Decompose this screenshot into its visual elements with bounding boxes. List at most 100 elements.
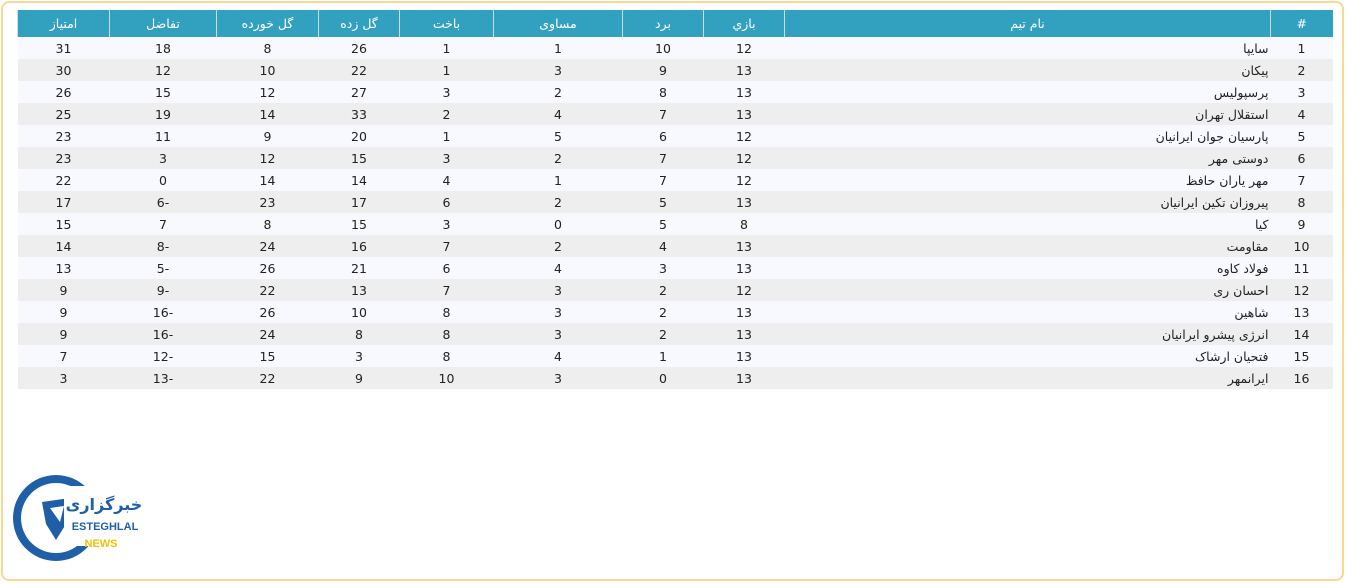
cell-rank: 16 <box>1270 367 1333 389</box>
cell-goal-diff: -8 <box>109 235 217 257</box>
esteghlal-news-logo: خبرگزاری ESTEGHLAL NEWS <box>13 475 150 561</box>
table-row: 1 سایپا 12 10 1 1 26 8 18 31 <box>17 37 1333 59</box>
cell-team: سایپا <box>784 37 1271 59</box>
table-row: 4 استقلال تهران 13 7 4 2 33 14 19 25 <box>17 103 1333 125</box>
logo-news-text: NEWS <box>85 538 118 550</box>
cell-won: 7 <box>622 147 704 169</box>
cell-rank: 2 <box>1270 59 1333 81</box>
cell-goal-diff: 19 <box>109 103 217 125</box>
cell-team: کیا <box>784 213 1271 235</box>
cell-lost: 3 <box>399 81 494 103</box>
cell-goals-against: 24 <box>216 323 319 345</box>
cell-won: 9 <box>622 59 704 81</box>
cell-goals-for: 21 <box>318 257 400 279</box>
cell-goal-diff: 0 <box>109 169 217 191</box>
cell-goal-diff: -16 <box>109 323 217 345</box>
header-goal-diff: تفاضل <box>109 10 217 37</box>
cell-rank: 14 <box>1270 323 1333 345</box>
cell-team: احسان ری <box>784 279 1271 301</box>
cell-team: پیروزان تکین ایرانیان <box>784 191 1271 213</box>
cell-goals-for: 10 <box>318 301 400 323</box>
cell-rank: 6 <box>1270 147 1333 169</box>
cell-drawn: 3 <box>493 323 623 345</box>
header-goals-for: گل زده <box>318 10 400 37</box>
cell-drawn: 3 <box>493 367 623 389</box>
header-drawn: مساوی <box>493 10 623 37</box>
cell-played: 13 <box>703 257 785 279</box>
cell-points: 25 <box>17 103 110 125</box>
cell-lost: 4 <box>399 169 494 191</box>
cell-drawn: 5 <box>493 125 623 147</box>
header-won: برد <box>622 10 704 37</box>
cell-lost: 7 <box>399 235 494 257</box>
cell-team: انرژی پیشرو ایرانیان <box>784 323 1271 345</box>
cell-played: 13 <box>703 103 785 125</box>
cell-goals-for: 15 <box>318 213 400 235</box>
cell-goal-diff: 12 <box>109 59 217 81</box>
header-played: بازي <box>703 10 785 37</box>
cell-lost: 6 <box>399 257 494 279</box>
cell-won: 7 <box>622 103 704 125</box>
cell-drawn: 3 <box>493 59 623 81</box>
cell-won: 5 <box>622 191 704 213</box>
cell-points: 30 <box>17 59 110 81</box>
cell-lost: 8 <box>399 301 494 323</box>
cell-lost: 1 <box>399 59 494 81</box>
cell-goals-for: 15 <box>318 147 400 169</box>
cell-goal-diff: 3 <box>109 147 217 169</box>
cell-rank: 15 <box>1270 345 1333 367</box>
cell-goals-against: 26 <box>216 257 319 279</box>
cell-goals-against: 22 <box>216 279 319 301</box>
cell-rank: 10 <box>1270 235 1333 257</box>
header-goals-against: گل خورده <box>216 10 319 37</box>
cell-goal-diff: 11 <box>109 125 217 147</box>
cell-team: فتحیان ارشاک <box>784 345 1271 367</box>
cell-played: 13 <box>703 59 785 81</box>
cell-goal-diff: 15 <box>109 81 217 103</box>
cell-won: 2 <box>622 301 704 323</box>
cell-lost: 8 <box>399 323 494 345</box>
cell-drawn: 0 <box>493 213 623 235</box>
cell-rank: 13 <box>1270 301 1333 323</box>
cell-goal-diff: -6 <box>109 191 217 213</box>
table-row: 10 مقاومت 13 4 2 7 16 24 -8 14 <box>17 235 1333 257</box>
cell-lost: 7 <box>399 279 494 301</box>
cell-played: 13 <box>703 191 785 213</box>
cell-goals-for: 16 <box>318 235 400 257</box>
cell-goals-against: 26 <box>216 301 319 323</box>
cell-played: 12 <box>703 125 785 147</box>
cell-won: 8 <box>622 81 704 103</box>
cell-won: 1 <box>622 345 704 367</box>
cell-team: استقلال تهران <box>784 103 1271 125</box>
table-row: 7 مهر یاران حافظ 12 7 1 4 14 14 0 22 <box>17 169 1333 191</box>
table-row: 14 انرژی پیشرو ایرانیان 13 2 3 8 8 24 -16 9 <box>17 323 1333 345</box>
cell-played: 13 <box>703 345 785 367</box>
cell-drawn: 3 <box>493 301 623 323</box>
cell-goals-against: 14 <box>216 103 319 125</box>
cell-goals-for: 3 <box>318 345 400 367</box>
cell-rank: 1 <box>1270 37 1333 59</box>
cell-points: 9 <box>17 279 110 301</box>
cell-goal-diff: 18 <box>109 37 217 59</box>
cell-goals-against: 12 <box>216 81 319 103</box>
cell-won: 2 <box>622 323 704 345</box>
cell-points: 23 <box>17 125 110 147</box>
table-row: 11 فولاد کاوه 13 3 4 6 21 26 -5 13 <box>17 257 1333 279</box>
cell-team: ایرانمهر <box>784 367 1271 389</box>
cell-played: 12 <box>703 169 785 191</box>
cell-goal-diff: -5 <box>109 257 217 279</box>
cell-goals-for: 13 <box>318 279 400 301</box>
cell-goals-against: 24 <box>216 235 319 257</box>
cell-team: پیکان <box>784 59 1271 81</box>
cell-won: 2 <box>622 279 704 301</box>
logo-esteghlal-text: ESTEGHLAL <box>72 521 139 533</box>
table-row: 8 پیروزان تکین ایرانیان 13 5 2 6 17 23 -6 17 <box>17 191 1333 213</box>
cell-lost: 8 <box>399 345 494 367</box>
cell-won: 7 <box>622 169 704 191</box>
cell-played: 12 <box>703 147 785 169</box>
cell-drawn: 4 <box>493 103 623 125</box>
cell-played: 13 <box>703 81 785 103</box>
cell-team: فولاد کاوه <box>784 257 1271 279</box>
cell-goals-against: 8 <box>216 213 319 235</box>
table-row: 2 پیکان 13 9 3 1 22 10 12 30 <box>17 59 1333 81</box>
